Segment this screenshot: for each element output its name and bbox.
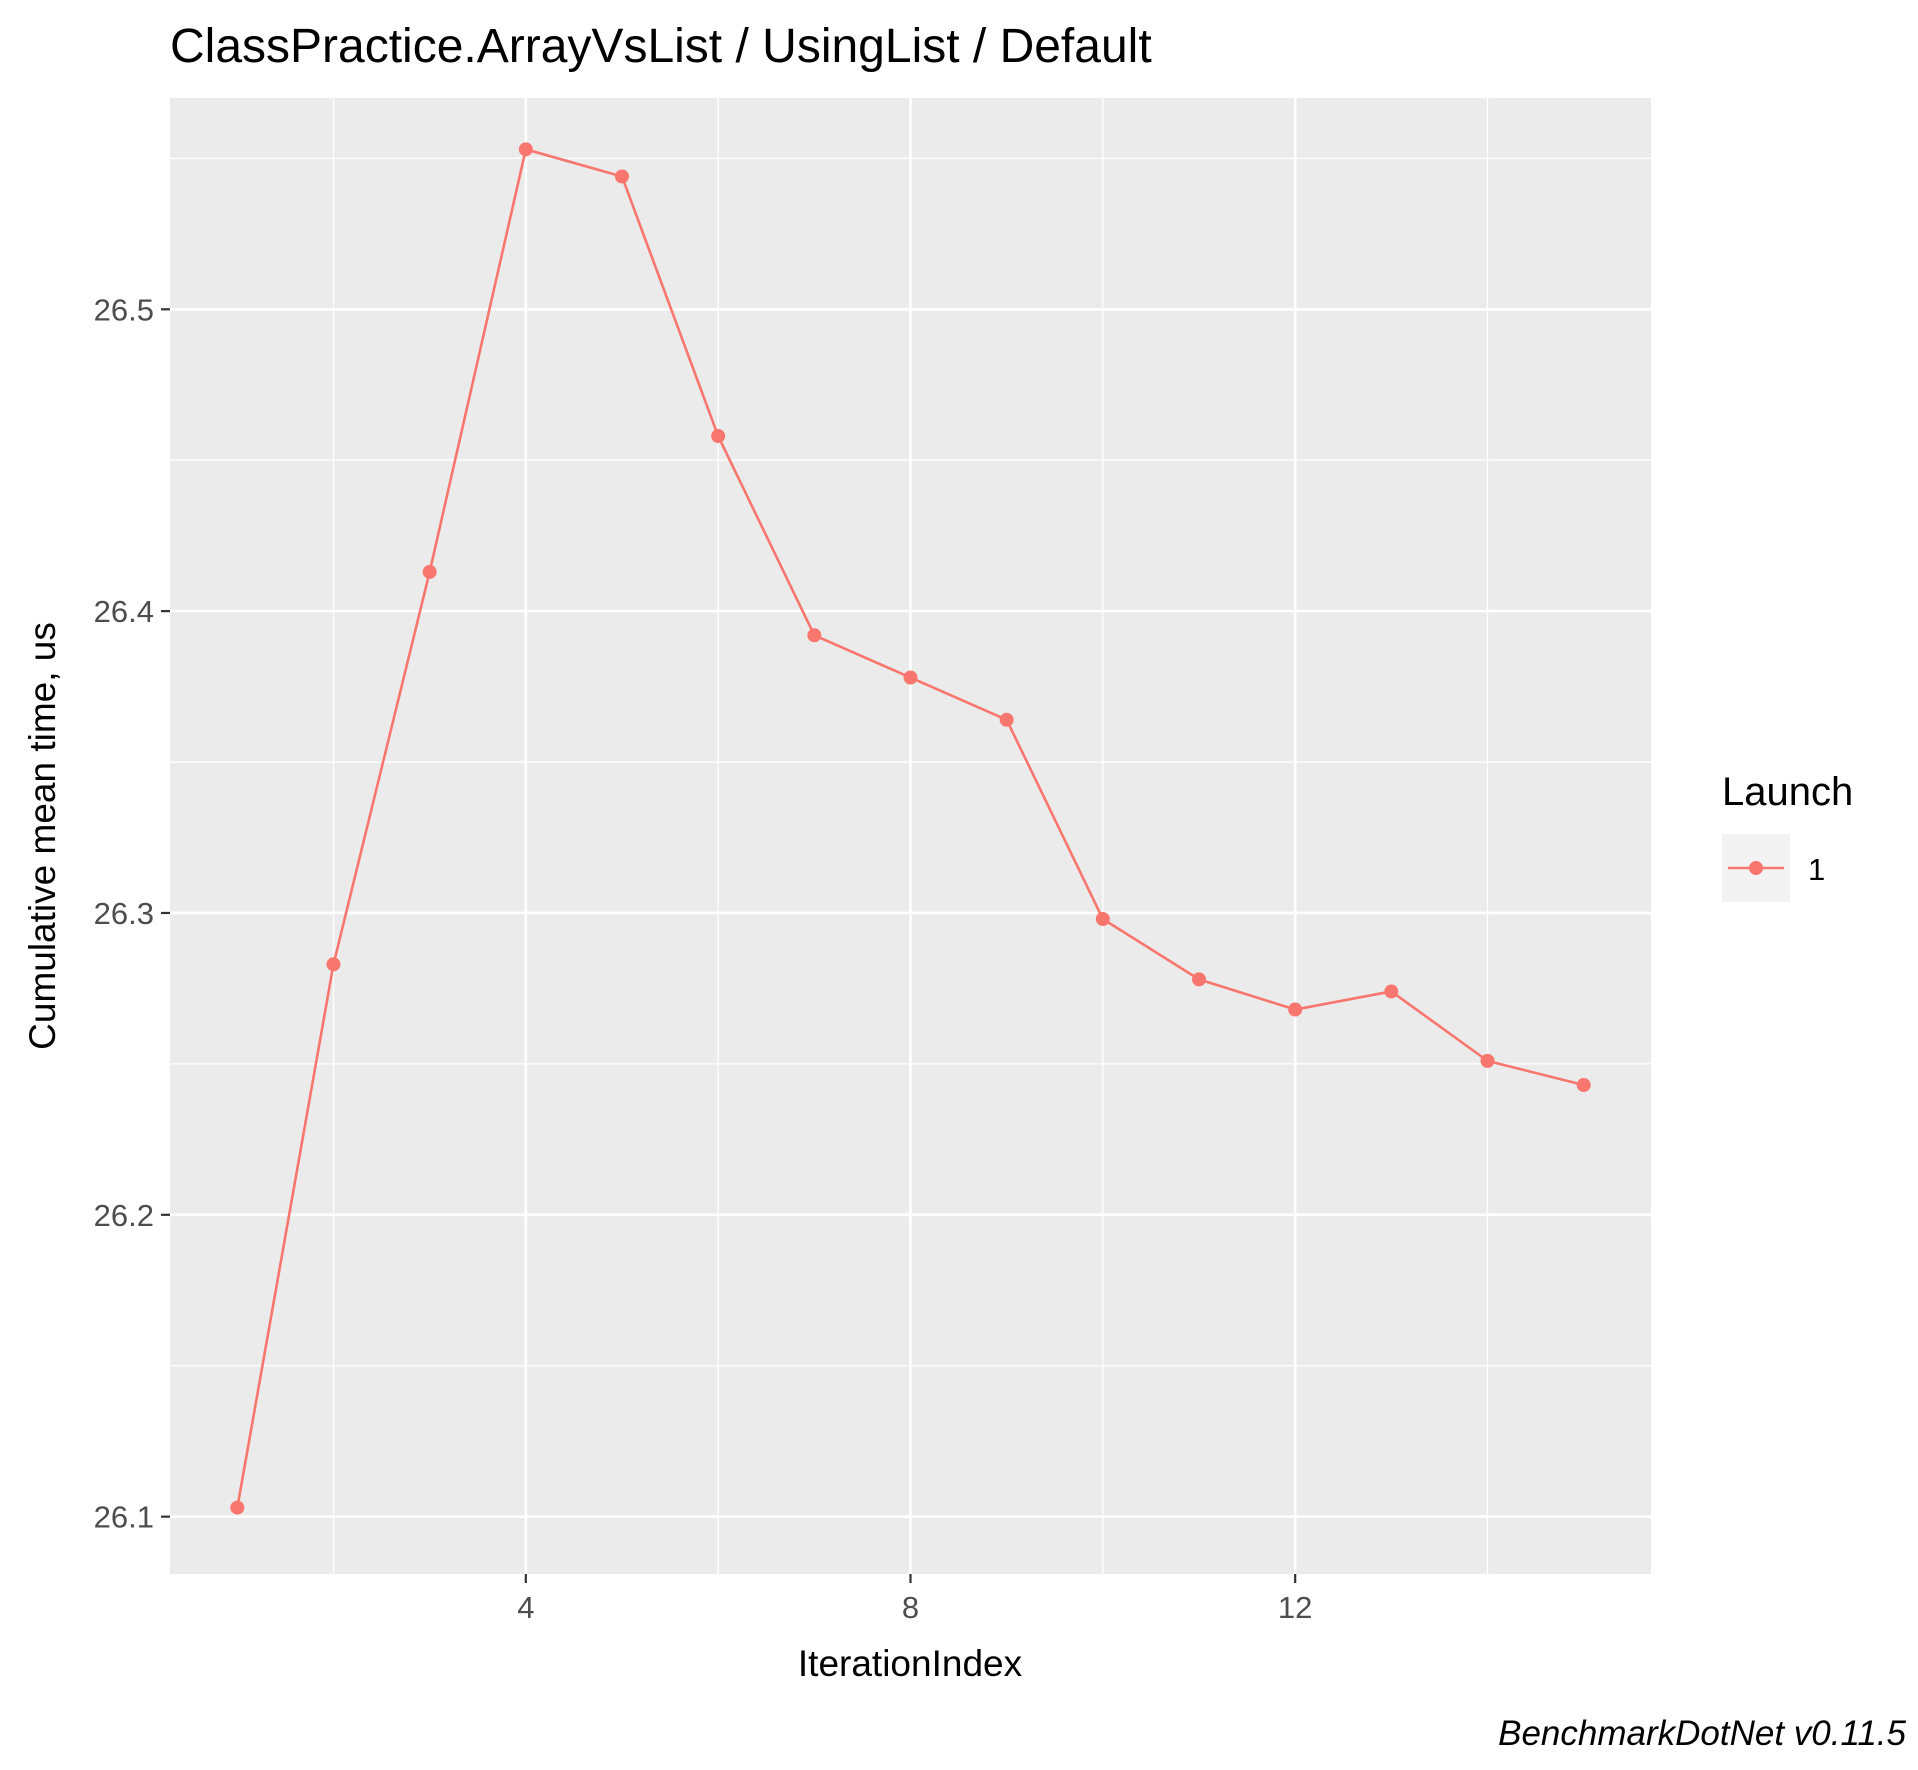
legend-key-point <box>1749 861 1763 875</box>
data-point <box>230 1500 245 1515</box>
data-point <box>807 628 822 643</box>
data-point <box>518 142 533 157</box>
data-point <box>614 169 629 184</box>
legend-label: 1 <box>1808 852 1825 887</box>
data-point <box>903 670 918 685</box>
x-axis-title: IterationIndex <box>798 1643 1023 1684</box>
y-tick-label: 26.2 <box>94 1198 154 1233</box>
x-tick-label: 8 <box>902 1590 919 1625</box>
data-point <box>1576 1078 1591 1093</box>
y-axis-title: Cumulative mean time, us <box>22 622 63 1050</box>
chart-title: ClassPractice.ArrayVsList / UsingList / … <box>170 20 1152 73</box>
data-point <box>711 429 726 444</box>
major-gridlines <box>170 98 1651 1574</box>
x-tick-label: 12 <box>1278 1590 1312 1625</box>
data-point <box>1480 1053 1495 1068</box>
y-tick-label: 26.5 <box>94 292 154 327</box>
data-point <box>1384 984 1399 999</box>
y-tick-label: 26.4 <box>94 594 154 629</box>
x-tick-label: 4 <box>517 1590 534 1625</box>
series-layer <box>230 142 1591 1515</box>
legend: Launch 1 <box>1722 770 1853 902</box>
x-axis: 4 8 12 <box>517 1574 1312 1625</box>
data-point <box>326 957 341 972</box>
data-point <box>1192 972 1207 987</box>
data-point <box>999 712 1014 727</box>
data-point <box>1095 912 1110 927</box>
caption: BenchmarkDotNet v0.11.5 <box>1498 1714 1906 1753</box>
y-tick-label: 26.3 <box>94 896 154 931</box>
legend-title: Launch <box>1722 770 1853 814</box>
y-axis: 26.1 26.2 26.3 26.4 26.5 <box>94 292 170 1535</box>
data-point <box>1288 1002 1303 1017</box>
y-tick-label: 26.1 <box>94 1500 154 1535</box>
data-point <box>422 564 437 579</box>
